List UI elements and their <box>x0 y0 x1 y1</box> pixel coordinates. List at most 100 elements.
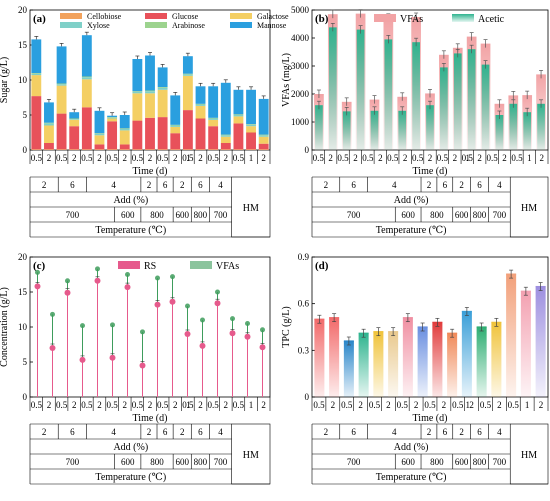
bar-segment <box>220 82 231 135</box>
bar-segment <box>31 73 42 74</box>
bar-segment <box>81 107 92 150</box>
time-tick-label: 0.5 <box>182 153 194 163</box>
temperature-value: 800 <box>150 210 164 220</box>
time-tick-label: 2 <box>331 400 336 410</box>
temperature-label: Temperature (℃) <box>376 472 447 483</box>
bar-segment <box>258 134 269 136</box>
rs-point <box>139 362 146 369</box>
rs-point <box>34 283 41 290</box>
bar-segment <box>157 117 168 150</box>
add-value: 2 <box>180 180 185 190</box>
time-tick-label: 2 <box>261 400 266 410</box>
hm-cell <box>231 176 271 238</box>
panel-label: (d) <box>315 260 329 272</box>
bar-segment <box>81 76 92 78</box>
bar-segment <box>170 149 181 150</box>
time-tick-label: 0.5 <box>106 400 118 410</box>
bar-segment <box>233 89 244 115</box>
temperature-value: 600 <box>175 457 189 467</box>
time-tick-label: 0.5 <box>233 400 245 410</box>
vfa-point <box>95 266 100 272</box>
time-tick-label: 2 <box>540 153 545 163</box>
temperature-value: 800 <box>150 457 164 467</box>
bar-segment <box>157 87 168 90</box>
bar-segment <box>31 75 42 97</box>
time-tick-label: 0.5 <box>362 153 374 163</box>
bar-segment <box>208 86 219 118</box>
acetic-bar <box>412 42 420 151</box>
bar-segment <box>195 105 206 119</box>
time-tick-label: 1 <box>249 153 254 163</box>
time-tick-label: 0.5 <box>341 400 353 410</box>
time-tick-label: 0.5 <box>132 400 144 410</box>
rs-point <box>64 289 71 296</box>
bar-segment <box>44 143 54 150</box>
acetic-bar <box>495 115 504 150</box>
temperature-value: 700 <box>347 210 361 220</box>
legend-label: VFAs <box>216 261 239 272</box>
acetic-bar <box>398 110 407 150</box>
time-tick-label: 0.5 <box>208 153 220 163</box>
bar-segment <box>107 117 118 119</box>
tpc-bar <box>432 322 443 397</box>
vfa-point <box>200 317 205 323</box>
add-value: 2 <box>427 180 432 190</box>
time-tick-label: 2 <box>353 153 358 163</box>
vfa-point <box>215 289 220 295</box>
add-value: 2 <box>42 427 47 437</box>
time-tick-label: 0.5 <box>56 153 68 163</box>
add-value: 2 <box>427 427 432 437</box>
bar-segment <box>182 56 193 74</box>
bar-segment <box>170 124 181 126</box>
temperature-value: 800 <box>194 210 208 220</box>
add-value: 2 <box>324 427 329 437</box>
acetic-bar <box>523 112 532 150</box>
rs-point <box>184 331 191 337</box>
vfa-point <box>185 303 190 309</box>
legend-swatch <box>452 14 474 22</box>
bar-segment <box>170 125 181 127</box>
acetic-bar <box>537 103 545 150</box>
time-tick-label: 2 <box>378 153 383 163</box>
time-tick-label: 2 <box>497 400 502 410</box>
x-axis-label: Time (d) <box>133 413 168 424</box>
rs-point <box>79 356 86 363</box>
y-tick-label: 2000 <box>291 89 310 99</box>
vfa-point <box>35 269 40 275</box>
bar-segment <box>258 149 269 150</box>
time-tick-label: 0.5 <box>313 400 325 410</box>
y-tick-label: 5000 <box>291 5 310 15</box>
bar-segment <box>195 149 206 150</box>
vfa-point <box>110 322 115 328</box>
bar-segment <box>182 73 193 75</box>
vfa-point <box>260 327 265 333</box>
bar-segment <box>44 123 54 126</box>
time-tick-label: 0.5 <box>387 153 399 163</box>
y-tick-label: 0 <box>23 392 28 402</box>
add-value: 6 <box>443 427 448 437</box>
temperature-value: 800 <box>473 210 487 220</box>
bar-segment <box>94 149 105 150</box>
tpc-bar <box>535 286 546 397</box>
acetic-bar <box>509 103 518 150</box>
time-tick-label: 0.5 <box>132 153 144 163</box>
time-tick-label: 0.5 <box>208 400 220 410</box>
rs-point <box>124 284 131 291</box>
legend-swatch <box>60 22 82 28</box>
bar-segment <box>258 98 269 135</box>
panel-c: 0 5 10 15 20 Concentration (g/L) (c) 0.5 2 0.5 2 0.… <box>0 252 271 485</box>
bar-segment <box>233 115 244 117</box>
y-tick-label: 20 <box>18 5 28 15</box>
bar-segment <box>246 126 256 133</box>
tpc-bar <box>491 322 502 397</box>
time-tick-label: 0.5 <box>424 400 436 410</box>
bar-segment <box>56 46 67 84</box>
y-tick-label: 15 <box>18 287 28 297</box>
time-tick-label: 2 <box>224 400 229 410</box>
legend-label: Glucose <box>172 12 199 21</box>
bar-segment <box>107 118 118 122</box>
bar-segment <box>81 79 92 108</box>
time-tick-label: 0.5 <box>233 153 245 163</box>
bar-segment <box>107 121 118 150</box>
